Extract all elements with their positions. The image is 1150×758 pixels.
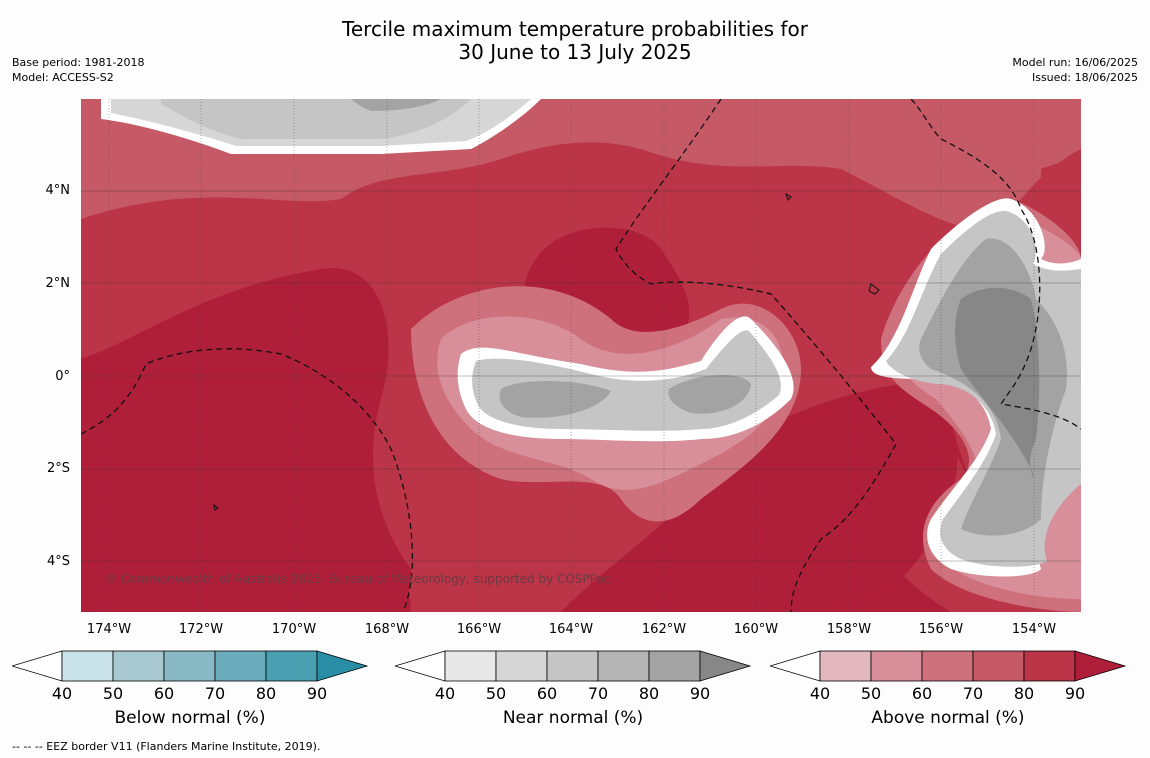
lat-gridlines (81, 190, 1081, 562)
eez-border-centre (615, 99, 897, 612)
lon-label-168w: 168°W (364, 622, 410, 637)
colorbar-above-upper-arrow (1074, 650, 1127, 682)
colorbar-near-lower-arrow (395, 650, 446, 682)
colorbar-near-segment (495, 650, 548, 682)
colorbar-above-segment (972, 650, 1025, 682)
colorbar-above-segment (1023, 650, 1076, 682)
colorbar-above-segment (921, 650, 974, 682)
lon-label-170w: 170°W (271, 622, 317, 637)
colorbar-below-upper-arrow (316, 650, 369, 682)
meta-left: Base period: 1981-2018 Model: ACCESS-S2 (12, 55, 144, 85)
colorbar-near-tick: 50 (485, 684, 507, 703)
colorbar-above-tick: 70 (962, 684, 984, 703)
colorbar-below-segment (163, 650, 216, 682)
near-normal-centre-dark1 (499, 380, 611, 418)
lon-label-164w: 164°W (548, 622, 594, 637)
colorbar-near-title: Near normal (%) (502, 708, 644, 728)
copyright-notice: © Commonwealth of Australia 2025, Bureau… (105, 572, 611, 586)
map-svg (81, 99, 1081, 612)
colorbar-below-tick: 50 (102, 684, 124, 703)
near-normal-centre-dark2 (668, 374, 751, 414)
colorbar-near-segments (444, 650, 701, 682)
colorbar-below-tick: 40 (51, 684, 73, 703)
base-period: Base period: 1981-2018 (12, 56, 145, 69)
colorbar-above-tick: 40 (809, 684, 831, 703)
colorbar-below-segment (112, 650, 165, 682)
colorbar-near-tick: 70 (587, 684, 609, 703)
colorbar-below-tick: 70 (204, 684, 226, 703)
meta-right: Model run: 16/06/2025 Issued: 18/06/2025 (1012, 55, 1138, 85)
colorbar-above-segments (819, 650, 1076, 682)
colorbar-near-segment (597, 650, 650, 682)
colorbar-near-tick: 60 (536, 684, 558, 703)
colorbar-below-tick: 80 (255, 684, 277, 703)
colorbar-above (770, 650, 1127, 682)
colorbar-near-segment (648, 650, 701, 682)
eez-footnote: -- -- -- EEZ border V11 (Flanders Marine… (12, 740, 321, 753)
colorbar-below-title: Below normal (%) (114, 708, 266, 728)
colorbar-above-tick: 80 (1013, 684, 1035, 703)
colorbar-above-tick: 90 (1064, 684, 1086, 703)
colorbar-below-tick: 60 (153, 684, 175, 703)
above-90-left (81, 268, 411, 612)
colorbar-below-segment (214, 650, 267, 682)
model-name: Model: ACCESS-S2 (12, 71, 114, 84)
lon-label-154w: 154°W (1011, 622, 1057, 637)
near-normal-top-grey3 (351, 99, 441, 111)
colorbar-above-tick: 60 (911, 684, 933, 703)
map-title: Tercile maximum temperature probabilitie… (0, 18, 1150, 64)
title-line-2: 30 June to 13 July 2025 (458, 40, 692, 64)
colorbar-above-segment (819, 650, 872, 682)
colorbar-near-upper-arrow (699, 650, 752, 682)
lon-label-160w: 160°W (733, 622, 779, 637)
lon-label-158w: 158°W (826, 622, 872, 637)
above-90-east (762, 402, 958, 612)
lat-label-0: 0° (55, 369, 70, 384)
lat-label-4n: 4°N (45, 183, 71, 198)
colorbar-near-tick: 80 (638, 684, 660, 703)
lat-label-4s: 4°S (46, 554, 70, 569)
above-80-topright (1041, 159, 1081, 228)
probability-map (81, 99, 1081, 612)
issued-date: Issued: 18/06/2025 (1031, 71, 1138, 84)
colorbar-above-lower-arrow (770, 650, 821, 682)
lon-label-162w: 162°W (641, 622, 687, 637)
colorbar-above-tick: 50 (860, 684, 882, 703)
colorbar-above-segment (870, 650, 923, 682)
lon-label-156w: 156°W (918, 622, 964, 637)
model-run: Model run: 16/06/2025 (1012, 56, 1138, 69)
island-c (213, 503, 219, 511)
lon-label-174w: 174°W (86, 622, 132, 637)
colorbar-below-lower-arrow (12, 650, 63, 682)
lat-label-2s: 2°S (46, 461, 70, 476)
near-normal-east-dark (955, 287, 1040, 478)
colorbar-near-segment (546, 650, 599, 682)
colorbar-below-tick: 90 (306, 684, 328, 703)
island-b (868, 283, 880, 295)
colorbar-below-segments (61, 650, 318, 682)
eez-border-left (81, 348, 414, 612)
colorbar-below-segment (265, 650, 318, 682)
lat-label-2n: 2°N (45, 276, 71, 291)
colorbar-below-segment (61, 650, 114, 682)
colorbar-below (12, 650, 369, 682)
lon-label-172w: 172°W (178, 622, 224, 637)
colorbar-near-tick: 40 (434, 684, 456, 703)
colorbar-above-title: Above normal (%) (871, 708, 1025, 728)
colorbar-near (395, 650, 752, 682)
colorbar-near-segment (444, 650, 497, 682)
lon-label-166w: 166°W (456, 622, 502, 637)
colorbar-near-tick: 90 (689, 684, 711, 703)
title-line-1: Tercile maximum temperature probabilitie… (342, 17, 808, 41)
island-a (785, 192, 792, 201)
